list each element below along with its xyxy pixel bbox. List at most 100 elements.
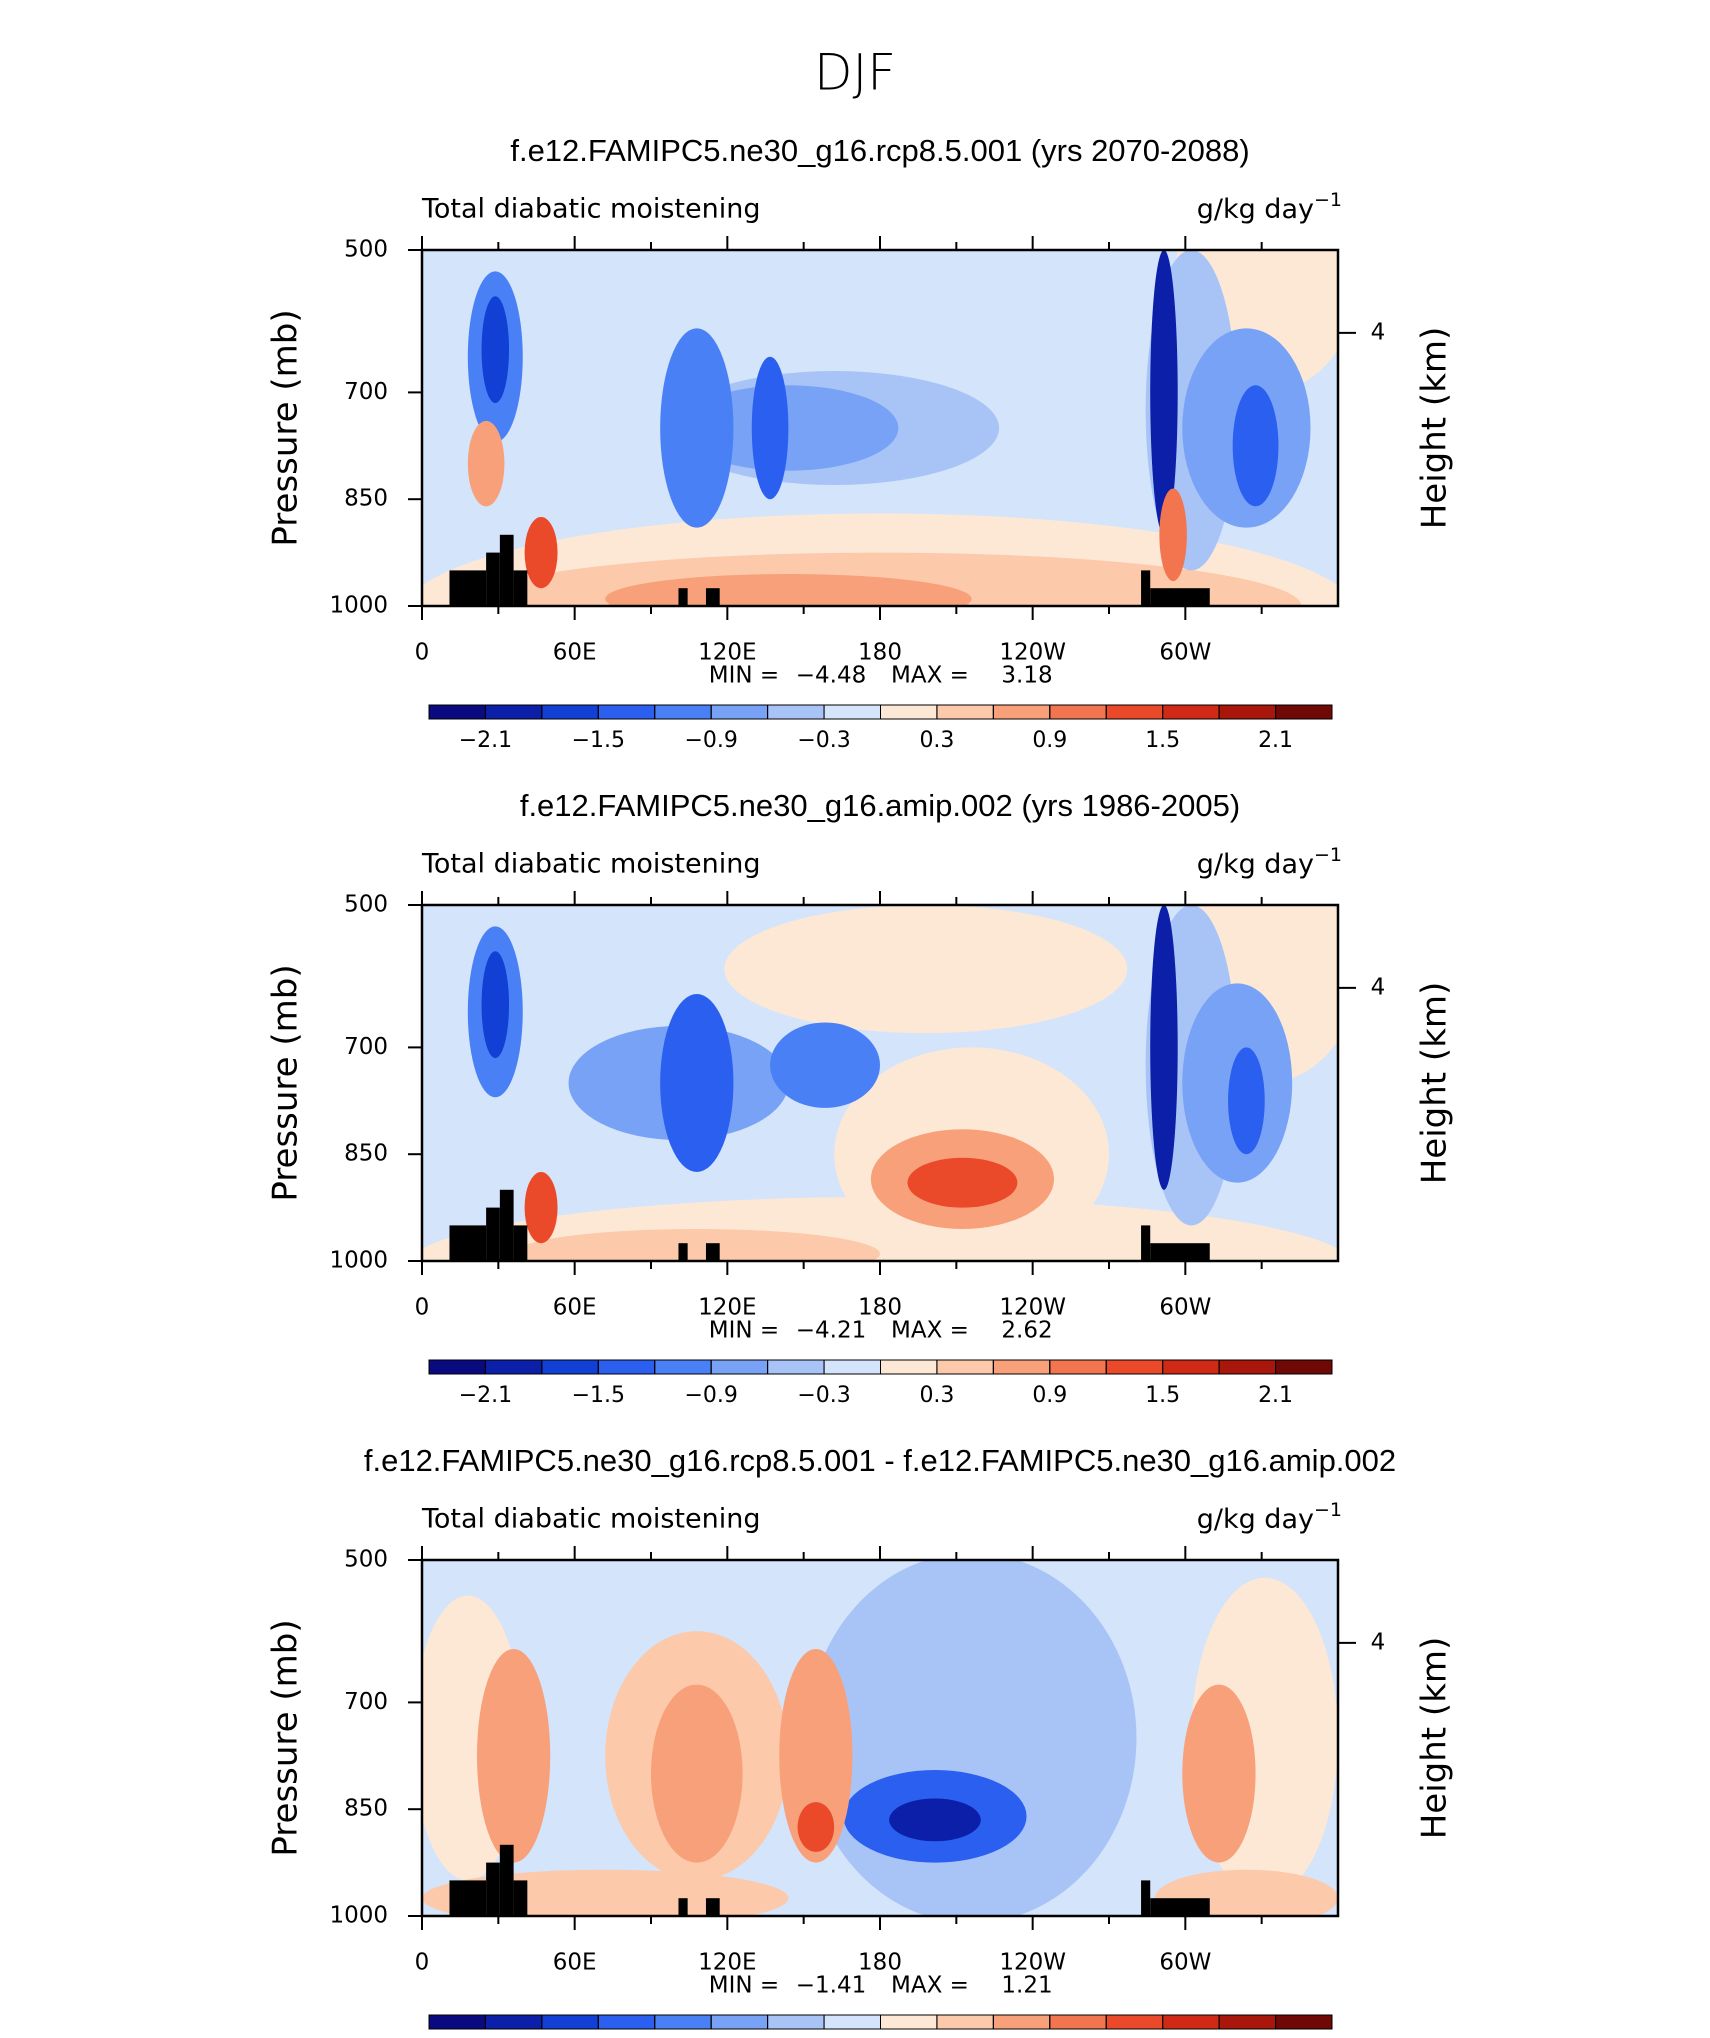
colorbar-box xyxy=(484,704,543,720)
land-mask xyxy=(678,1243,688,1261)
colorbar-tick-label: 2.1 xyxy=(1258,1383,1293,1408)
y-tick-label: 1000 xyxy=(329,1903,388,1929)
land-mask xyxy=(499,534,514,606)
colorbar-box xyxy=(767,704,825,720)
colorbar-box xyxy=(1162,1359,1220,1375)
colorbar-box xyxy=(654,704,712,720)
land-mask xyxy=(678,588,688,606)
contour-fill xyxy=(751,356,789,500)
units-label: g/kg day−1 xyxy=(1197,1499,1342,1535)
x-tick-label: 120W xyxy=(999,640,1066,666)
x-tick-label: 0 xyxy=(415,1950,430,1976)
contour-fill xyxy=(907,1157,1018,1208)
contour-fill xyxy=(724,905,1128,1034)
land-mask xyxy=(705,1243,720,1261)
panel-subtitle: f.e12.FAMIPC5.ne30_g16.amip.002 (yrs 198… xyxy=(520,788,1240,823)
contour-fill xyxy=(1228,1047,1265,1155)
contour-fill xyxy=(524,1172,558,1244)
colorbar-box xyxy=(1162,704,1220,720)
colorbar-tick-label: 0.9 xyxy=(1032,728,1067,753)
min-text: MIN = xyxy=(709,1318,779,1344)
colorbar-box xyxy=(484,2014,543,2030)
land-mask xyxy=(449,1225,487,1261)
contour-fill xyxy=(1232,385,1279,507)
colorbar-box xyxy=(1105,704,1164,720)
units: g/kg day xyxy=(1197,1504,1314,1535)
colorbar-box xyxy=(1049,2014,1107,2030)
y-axis-label: Pressure (mb) xyxy=(266,1619,306,1856)
x-tick-label: 120E xyxy=(698,1950,756,1976)
contour-fill xyxy=(524,517,558,589)
colorbar-tick-label: 0.3 xyxy=(919,1383,954,1408)
land-mask xyxy=(705,588,720,606)
left-label: Total diabatic moistening xyxy=(421,194,760,225)
contour-fill xyxy=(513,1228,880,1261)
colorbar-box xyxy=(1275,2014,1333,2030)
colorbar-tick-label: −0.9 xyxy=(684,1383,737,1408)
colorbar-tick-label: −0.3 xyxy=(797,1383,850,1408)
land-mask xyxy=(1150,1243,1210,1261)
contour-fill xyxy=(806,1560,1137,1916)
land-mask xyxy=(486,1207,500,1261)
colorbar-tick-label: −2.1 xyxy=(459,728,512,753)
land-mask xyxy=(486,552,500,606)
colorbar-box xyxy=(1105,1359,1164,1375)
max-text: MAX = xyxy=(891,663,969,689)
contour-field xyxy=(422,250,1338,606)
x-tick-label: 120E xyxy=(698,640,756,666)
colorbar-tick-label: −0.9 xyxy=(684,728,737,753)
colorbar-box xyxy=(710,1359,769,1375)
colorbar-box xyxy=(1105,2014,1164,2030)
colorbar-box xyxy=(1275,704,1333,720)
colorbar-tick-label: 0.9 xyxy=(1032,1383,1067,1408)
x-tick-label: 120W xyxy=(999,1295,1066,1321)
contour-fill xyxy=(678,385,899,471)
colorbar-box xyxy=(1218,704,1277,720)
colorbar-box xyxy=(767,1359,825,1375)
contour-fill xyxy=(779,1649,853,1863)
y-tick-label: 850 xyxy=(344,486,388,512)
land-mask xyxy=(1150,1898,1210,1916)
units-label: g/kg day−1 xyxy=(1197,844,1342,880)
colorbar-box xyxy=(541,1359,599,1375)
y-tick-label: 700 xyxy=(344,1034,388,1060)
left-label: Total diabatic moistening xyxy=(421,1504,760,1535)
contour-fill xyxy=(651,1684,743,1863)
colorbar-tick-label: −1.5 xyxy=(572,1383,625,1408)
units-exponent: −1 xyxy=(1314,844,1342,866)
colorbar-tick-label: 1.5 xyxy=(1145,1383,1180,1408)
x-tick-label: 60E xyxy=(553,640,597,666)
units: g/kg day xyxy=(1197,849,1314,880)
min-value: −4.21 xyxy=(796,1318,866,1344)
land-mask xyxy=(513,570,528,606)
land-mask xyxy=(1150,588,1210,606)
colorbar-box xyxy=(1049,1359,1107,1375)
colorbar-box xyxy=(1218,2014,1277,2030)
x-tick-label: 0 xyxy=(415,1295,430,1321)
contour-fill xyxy=(889,1798,981,1842)
contour-fill xyxy=(770,1022,880,1108)
contour-fill xyxy=(476,1649,551,1863)
y2-tick-label: 4 xyxy=(1371,319,1386,345)
contour-field xyxy=(422,905,1338,1261)
max-text: MAX = xyxy=(891,1318,969,1344)
x-tick-label: 60W xyxy=(1159,1950,1211,1976)
contour-fill xyxy=(481,951,510,1059)
contour-fill xyxy=(1182,1684,1256,1863)
colorbar-tick-label: −2.1 xyxy=(459,1383,512,1408)
colorbar-box xyxy=(1218,1359,1277,1375)
figure-title: DJF xyxy=(814,44,896,102)
y2-tick-label: 4 xyxy=(1371,1629,1386,1655)
land-mask xyxy=(705,1898,720,1916)
units-exponent: −1 xyxy=(1314,189,1342,211)
y2-axis-label: Height (km) xyxy=(1415,327,1455,530)
land-mask xyxy=(449,1880,487,1916)
max-value: 3.18 xyxy=(1001,663,1052,689)
panel-subtitle: f.e12.FAMIPC5.ne30_g16.rcp8.5.001 (yrs 2… xyxy=(510,133,1249,168)
y2-axis-label: Height (km) xyxy=(1415,982,1455,1185)
y-tick-label: 500 xyxy=(344,1547,388,1573)
colorbar-box xyxy=(823,704,881,720)
units: g/kg day xyxy=(1197,194,1314,225)
